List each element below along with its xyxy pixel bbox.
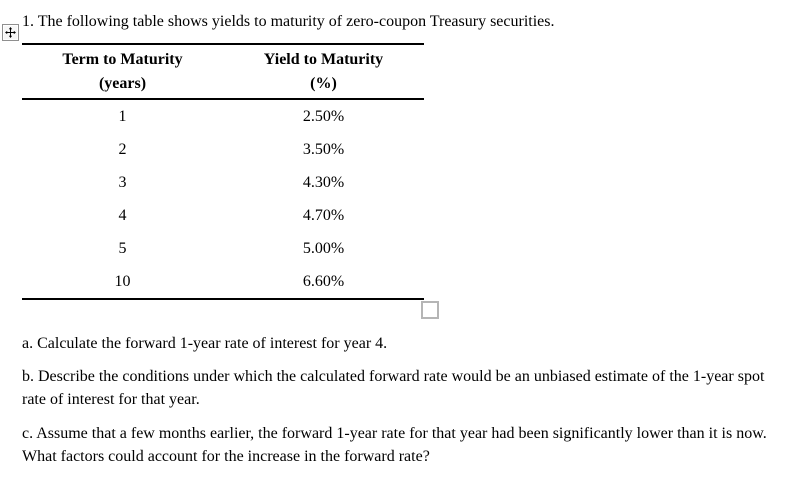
table-row: 4 4.70% (22, 199, 424, 232)
question-c-text: c. Assume that a few months earlier, the… (22, 425, 767, 465)
term-cell: 2 (118, 140, 127, 158)
table-header-row: Term to Maturity (years) Yield to Maturi… (22, 45, 424, 100)
col-header-term: Term to Maturity (years) (22, 48, 223, 96)
yield-cell: 6.60% (302, 272, 345, 290)
table-resize-handle[interactable] (421, 301, 439, 319)
col-header-yield-line1: Yield to Maturity (263, 51, 384, 68)
yields-table: Term to Maturity (years) Yield to Maturi… (22, 43, 424, 300)
move-arrows-icon (5, 27, 16, 38)
col-header-term-line2: (years) (98, 75, 147, 92)
term-cell: 10 (114, 272, 131, 290)
table-row: 2 3.50% (22, 133, 424, 166)
col-header-term-line1: Term to Maturity (62, 51, 183, 68)
yield-cell: 5.00% (302, 239, 345, 257)
question-a-text: a. Calculate the forward 1-year rate of … (22, 335, 388, 352)
term-cell: 4 (118, 206, 127, 224)
table-row: 1 2.50% (22, 100, 424, 133)
yield-cell: 4.70% (302, 206, 345, 224)
yield-cell: 2.50% (302, 107, 345, 125)
yield-cell: 4.30% (302, 173, 345, 191)
col-header-yield: Yield to Maturity (%) (223, 48, 424, 96)
term-cell: 1 (118, 107, 127, 125)
table-move-handle[interactable] (2, 24, 19, 41)
table-body: 1 2.50% 2 3.50% 3 4.30% 4 4.70% 5 5.00% … (22, 100, 424, 298)
col-header-yield-line2: (%) (310, 75, 337, 92)
question-intro-text: 1. The following table shows yields to m… (22, 13, 555, 30)
question-b-text: b. Describe the conditions under which t… (22, 368, 765, 408)
table-row: 10 6.60% (22, 265, 424, 298)
term-cell: 3 (118, 173, 127, 191)
table-row: 3 4.30% (22, 166, 424, 199)
yield-cell: 3.50% (302, 140, 345, 158)
table-row: 5 5.00% (22, 232, 424, 265)
term-cell: 5 (118, 239, 127, 257)
